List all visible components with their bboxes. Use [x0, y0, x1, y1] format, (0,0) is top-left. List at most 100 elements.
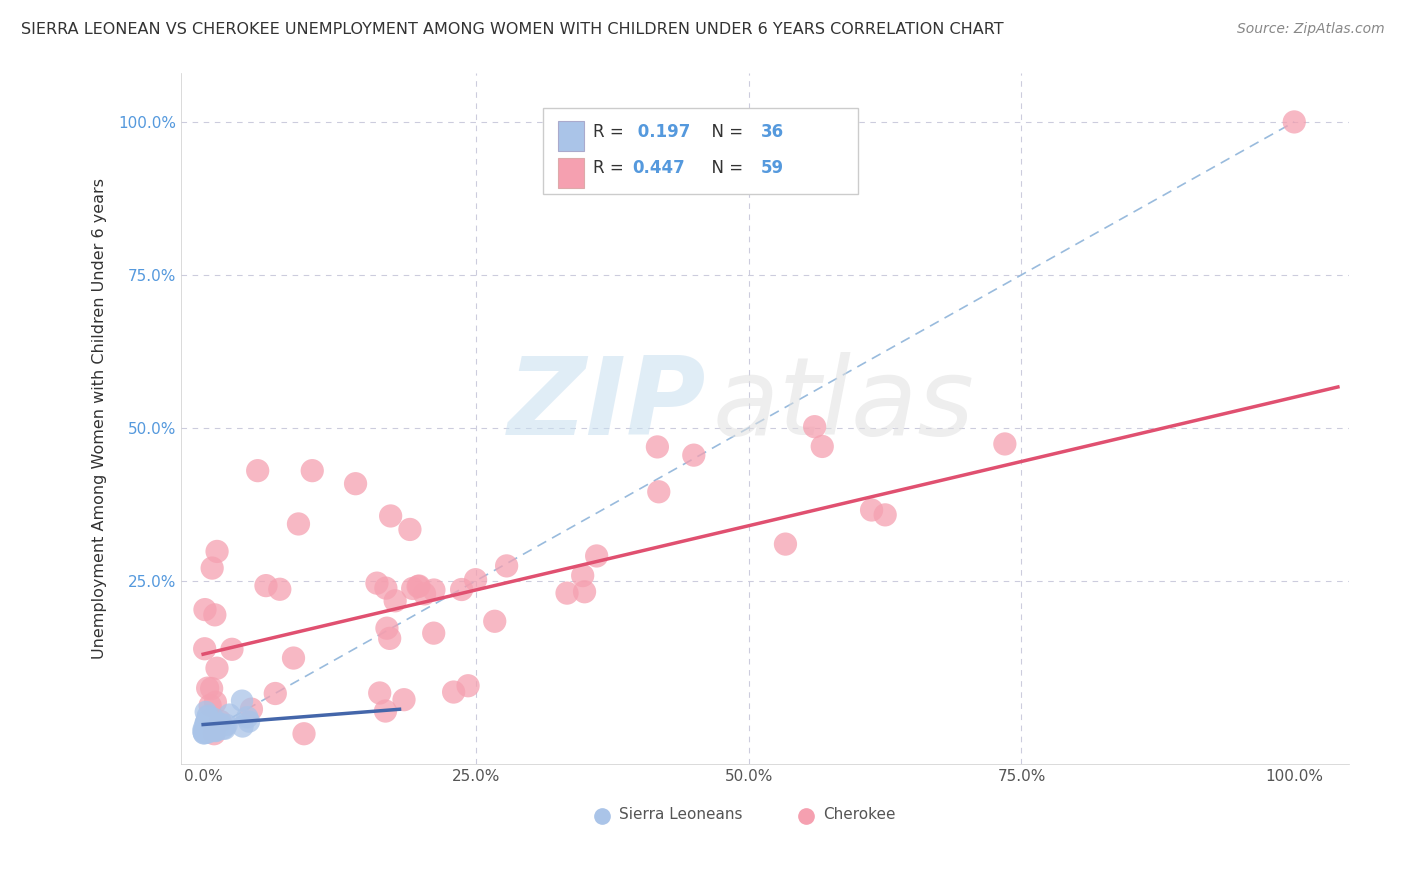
Point — [574, 584, 596, 599]
Point — [647, 440, 669, 454]
Point — [484, 614, 506, 628]
Point — [204, 695, 226, 709]
Point — [374, 581, 396, 595]
Point — [221, 642, 243, 657]
Point — [585, 549, 607, 563]
Point — [204, 721, 226, 735]
Point — [994, 437, 1017, 451]
Point — [193, 724, 215, 739]
Point — [803, 419, 825, 434]
Point — [384, 594, 406, 608]
Point — [198, 698, 221, 713]
Point — [204, 723, 226, 738]
Point — [194, 725, 217, 739]
Point — [283, 651, 305, 665]
Point — [197, 708, 219, 723]
Point — [495, 558, 517, 573]
Point — [378, 632, 401, 646]
Point — [555, 586, 578, 600]
Point — [201, 561, 224, 575]
Point — [231, 694, 253, 708]
Point — [240, 702, 263, 716]
Point — [209, 714, 232, 729]
Point — [194, 717, 217, 731]
Point — [392, 692, 415, 706]
Point — [811, 439, 834, 453]
Point — [194, 725, 217, 739]
Text: 59: 59 — [761, 160, 783, 178]
Point — [194, 705, 217, 719]
Text: N =: N = — [700, 160, 748, 178]
Point — [648, 484, 671, 499]
Point — [292, 727, 315, 741]
Point — [408, 579, 430, 593]
Point — [198, 723, 221, 738]
Point — [209, 716, 232, 731]
Point — [204, 607, 226, 622]
Point — [205, 544, 228, 558]
Point — [301, 464, 323, 478]
Point — [208, 717, 231, 731]
Text: 0.197: 0.197 — [631, 123, 690, 141]
Point — [218, 707, 240, 722]
Text: Cherokee: Cherokee — [824, 807, 896, 822]
Text: Source: ZipAtlas.com: Source: ZipAtlas.com — [1237, 22, 1385, 37]
Point — [194, 602, 217, 616]
Point — [200, 723, 222, 737]
Point — [775, 537, 797, 551]
Point — [375, 621, 398, 635]
Point — [406, 580, 429, 594]
Point — [212, 722, 235, 736]
Point — [399, 523, 422, 537]
Point — [198, 723, 221, 738]
Text: R =: R = — [593, 160, 630, 178]
Point — [1284, 115, 1306, 129]
Point — [402, 582, 425, 596]
Point — [374, 704, 396, 718]
Point — [254, 579, 277, 593]
Point — [194, 641, 217, 656]
Point — [204, 723, 226, 737]
Point — [457, 679, 479, 693]
Point — [197, 725, 219, 739]
Point — [214, 722, 236, 736]
Point — [264, 686, 287, 700]
Point — [195, 725, 218, 739]
Point — [443, 685, 465, 699]
Bar — [558, 158, 583, 188]
Point — [201, 711, 224, 725]
Text: 36: 36 — [761, 123, 783, 141]
Text: N =: N = — [700, 123, 748, 141]
Point — [201, 723, 224, 737]
Point — [195, 715, 218, 730]
Point — [194, 722, 217, 736]
Text: ZIP: ZIP — [509, 351, 707, 458]
Point — [215, 718, 238, 732]
Point — [344, 476, 367, 491]
Point — [204, 724, 226, 739]
Point — [875, 508, 897, 522]
Point — [682, 448, 704, 462]
FancyBboxPatch shape — [543, 108, 859, 194]
Point — [201, 681, 224, 696]
Point — [193, 722, 215, 736]
Point — [368, 686, 391, 700]
Point — [246, 464, 269, 478]
Point — [422, 626, 444, 640]
Point — [204, 723, 226, 737]
Text: SIERRA LEONEAN VS CHEROKEE UNEMPLOYMENT AMONG WOMEN WITH CHILDREN UNDER 6 YEARS : SIERRA LEONEAN VS CHEROKEE UNEMPLOYMENT … — [21, 22, 1004, 37]
Point — [194, 716, 217, 731]
Point — [450, 582, 472, 597]
Point — [464, 573, 486, 587]
Point — [269, 582, 291, 597]
Text: 0.447: 0.447 — [631, 160, 685, 178]
Point — [423, 582, 446, 597]
Bar — [558, 121, 583, 152]
Point — [232, 719, 254, 733]
Point — [860, 503, 883, 517]
Text: atlas: atlas — [713, 352, 974, 458]
Text: Sierra Leoneans: Sierra Leoneans — [619, 807, 742, 822]
Point — [197, 710, 219, 724]
Point — [571, 568, 593, 582]
Point — [413, 587, 436, 601]
